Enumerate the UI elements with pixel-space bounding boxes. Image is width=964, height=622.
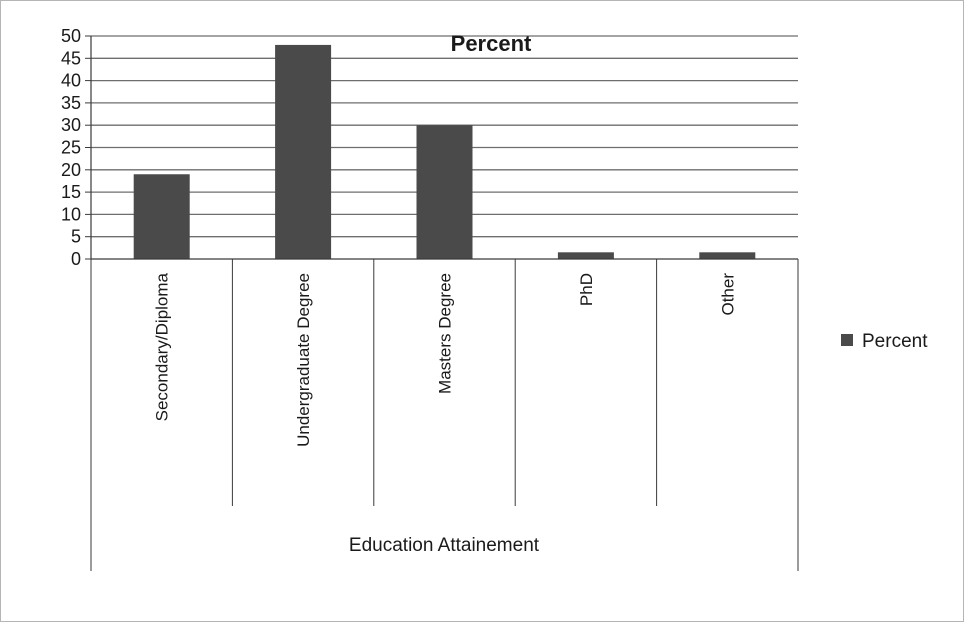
y-tick-label: 35 (61, 93, 81, 113)
y-tick-label: 45 (61, 48, 81, 68)
y-tick-label: 40 (61, 71, 81, 91)
category-label: Masters Degree (436, 273, 455, 394)
y-tick-label: 30 (61, 115, 81, 135)
category-label: Undergraduate Degree (294, 273, 313, 447)
y-tick-label: 25 (61, 138, 81, 158)
bar (699, 252, 756, 259)
y-tick-label: 10 (61, 204, 81, 224)
category-label: PhD (577, 273, 596, 306)
category-labels: Secondary/Diploma Undergraduate Degree Mas… (153, 272, 738, 446)
y-tick-label: 5 (71, 227, 81, 247)
axes (90, 36, 799, 571)
bar (557, 252, 614, 259)
category-label: Other (718, 273, 737, 316)
bar (133, 174, 190, 259)
x-axis-title: Education Attainement (349, 535, 540, 556)
category-label: Secondary/Diploma (153, 272, 172, 421)
legend-label: Percent (862, 331, 928, 352)
y-tick-label: 50 (61, 26, 81, 46)
bar (416, 125, 473, 259)
y-tick-label: 15 (61, 182, 81, 202)
bar (275, 44, 332, 259)
y-tick-label: 0 (71, 249, 81, 269)
chart-title: Percent (451, 31, 532, 56)
y-tick-label: 20 (61, 160, 81, 180)
bars (133, 44, 756, 259)
legend: Percent (841, 331, 928, 352)
legend-swatch (841, 334, 853, 346)
